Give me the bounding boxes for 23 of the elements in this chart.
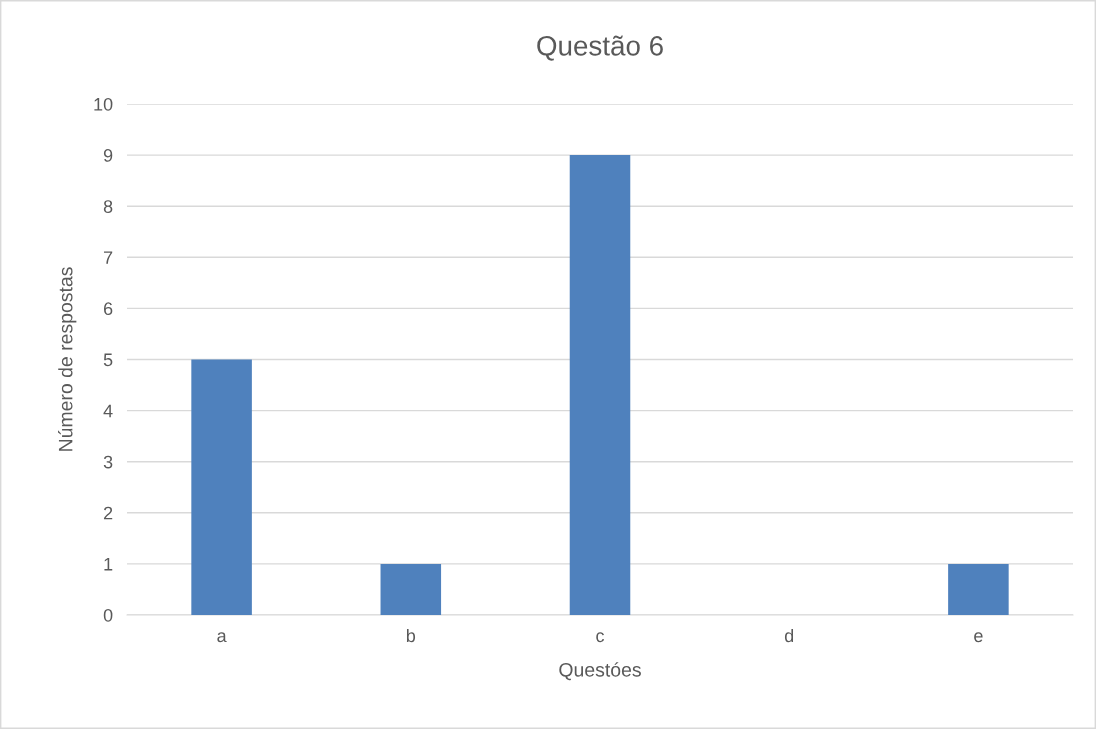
y-tick-label: 5	[103, 353, 113, 367]
y-tick-label: 1	[104, 558, 113, 571]
y-tick-label: 3	[103, 455, 113, 469]
chart-title: Questão 6	[537, 35, 663, 61]
x-axis-title: Questóes	[559, 662, 641, 681]
y-tick-label: 8	[103, 200, 113, 213]
y-tick-label: 4	[103, 404, 113, 418]
x-tick-label: c	[596, 632, 605, 643]
y-axis-title: Número de respostas	[58, 267, 77, 451]
bar	[191, 359, 252, 615]
x-tick-label: d	[784, 628, 794, 643]
x-tick-label: b	[406, 628, 416, 643]
x-tick-label: a	[217, 632, 227, 643]
y-tick-label: 10	[94, 97, 113, 111]
y-tick-label: 6	[103, 302, 113, 316]
x-tick-label: e	[974, 632, 983, 643]
bar	[569, 155, 631, 615]
y-tick-label: 9	[103, 149, 113, 162]
y-tick-label: 0	[103, 608, 113, 622]
y-tick-label: 7	[104, 251, 113, 264]
bar	[948, 563, 1009, 615]
y-tick-label: 2	[103, 506, 113, 520]
bar	[380, 563, 442, 615]
